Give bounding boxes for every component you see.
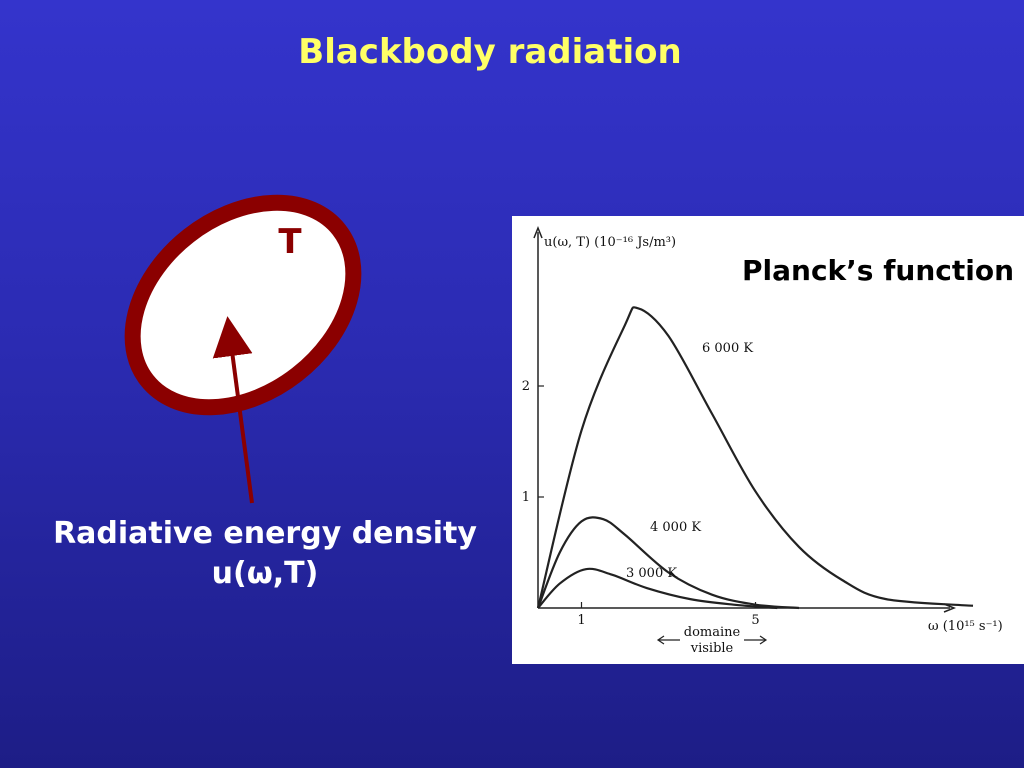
slide-title: Blackbody radiation xyxy=(298,32,682,72)
curve-series-2 xyxy=(537,567,778,610)
planck-plot: u(ω, T) (10⁻¹⁶ Js/m³) ω (10¹⁵ s⁻¹) 1 512 … xyxy=(522,225,1003,656)
curve-series-1 xyxy=(536,516,800,610)
visible-domain-label-2: visible xyxy=(690,641,734,656)
y-tick-label: 2 xyxy=(522,379,530,394)
energy-density-caption: Radiative energy density u(ω,T) xyxy=(40,514,490,594)
series-label: 4 000 K xyxy=(650,520,701,535)
visible-domain-label-1: domaine xyxy=(684,625,741,640)
plot-title: Planck’s function xyxy=(742,254,1015,287)
energy-density-arrow xyxy=(212,316,254,504)
blackbody-cavity xyxy=(124,194,362,416)
x-tick-label: 1 xyxy=(577,613,585,628)
y-axis-label: u(ω, T) (10⁻¹⁶ Js/m³) xyxy=(544,235,676,250)
y-axis-arrow xyxy=(533,225,543,239)
visible-domain-annotation: domaine visible xyxy=(656,625,768,656)
visible-domain-arrow-right xyxy=(744,635,768,645)
y-tick-label: 1 xyxy=(522,490,530,505)
series-label: 3 000 K xyxy=(626,566,677,581)
series-label: 6 000 K xyxy=(702,341,753,356)
x-tick-label: 5 xyxy=(751,613,759,628)
cavity-temperature-label: T xyxy=(278,222,302,262)
curve-series-0 xyxy=(536,306,974,609)
x-axis-label: ω (10¹⁵ s⁻¹) xyxy=(928,619,1003,634)
visible-domain-arrow-left xyxy=(656,635,680,645)
caption-line-2: u(ω,T) xyxy=(211,556,319,591)
caption-line-1: Radiative energy density xyxy=(53,516,477,551)
